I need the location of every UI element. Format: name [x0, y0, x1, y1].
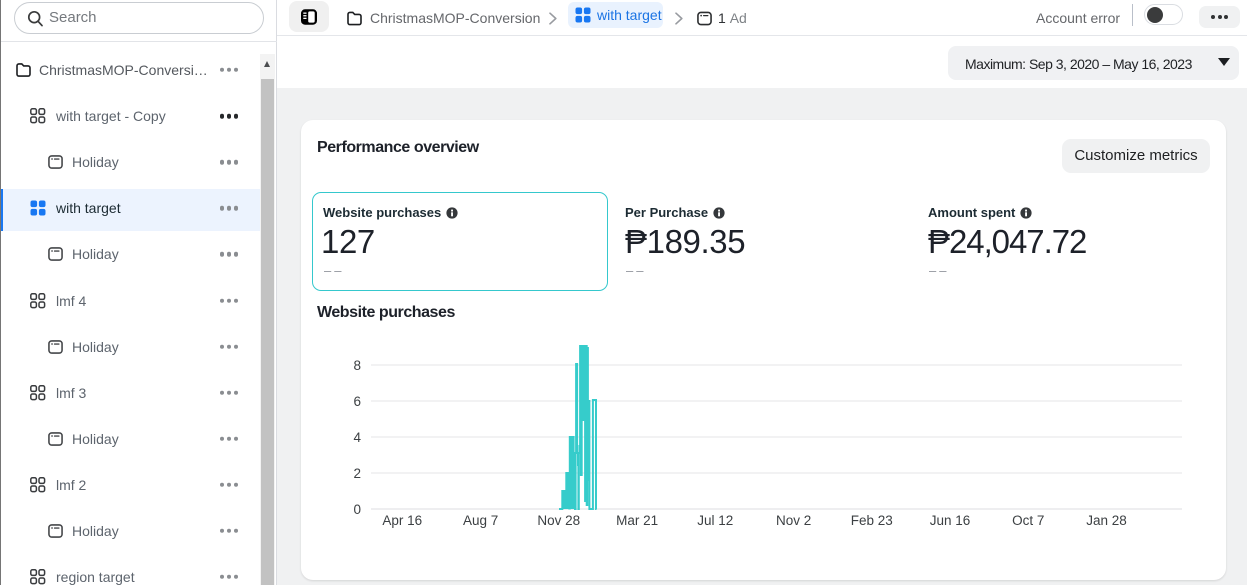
- svg-text:Jan 28: Jan 28: [1086, 513, 1127, 528]
- svg-text:Jun 16: Jun 16: [930, 513, 971, 528]
- svg-text:Mar 21: Mar 21: [616, 513, 658, 528]
- svg-text:8: 8: [353, 358, 361, 373]
- svg-text:Apr 16: Apr 16: [382, 513, 422, 528]
- svg-text:Aug 7: Aug 7: [463, 513, 498, 528]
- svg-text:0: 0: [353, 502, 361, 517]
- svg-text:Nov 2: Nov 2: [776, 513, 811, 528]
- svg-text:4: 4: [353, 430, 361, 445]
- svg-text:Jul 12: Jul 12: [697, 513, 733, 528]
- svg-text:Oct 7: Oct 7: [1012, 513, 1044, 528]
- svg-text:2: 2: [353, 466, 361, 481]
- svg-text:Feb 23: Feb 23: [851, 513, 893, 528]
- svg-text:Nov 28: Nov 28: [537, 513, 580, 528]
- svg-text:6: 6: [353, 394, 361, 409]
